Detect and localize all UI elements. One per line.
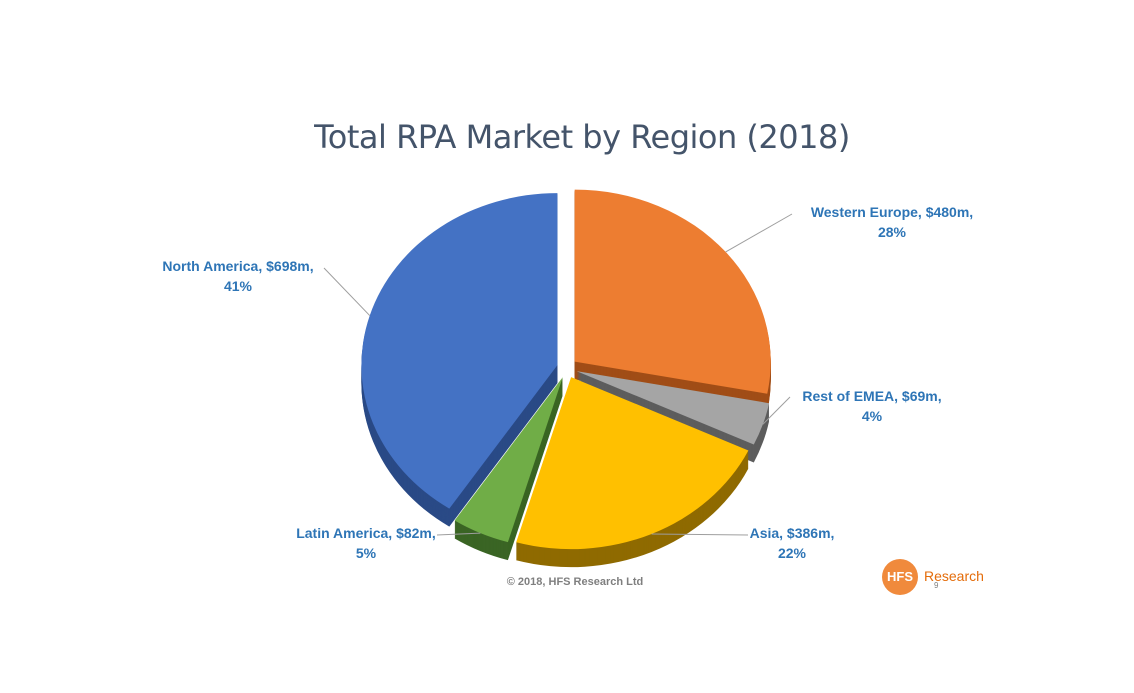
label-rest-of-emea-percent: 4% — [861, 408, 883, 424]
slice-asia-leader-line — [651, 533, 749, 536]
slice-western-europe — [574, 189, 771, 394]
page-number: 9 — [934, 581, 939, 590]
hfs-logo-wordmark: Research — [924, 568, 984, 584]
slice-western-europe-leader-line — [725, 213, 793, 253]
hfs-logo-icon: HFS — [882, 559, 918, 595]
slice-latin-america-leader-line — [436, 532, 481, 536]
slice-north-america-leader-line — [323, 267, 371, 316]
label-western-europe-percent: 28% — [877, 224, 907, 240]
chart-title: Total RPA Market by Region (2018) — [314, 118, 850, 156]
slice-rest-of-emea — [576, 371, 770, 445]
label-asia: Asia, $386m, 22% — [734, 523, 850, 563]
label-latin-america-name: Latin America, $82m, — [296, 525, 436, 541]
label-rest-of-emea: Rest of EMEA, $69m, 4% — [786, 386, 958, 426]
copyright-text: © 2018, HFS Research Ltd — [506, 576, 644, 588]
slice-north-america — [361, 193, 558, 509]
slice-rest-of-emea-leader-line — [762, 396, 791, 425]
label-north-america-name: North America, $698m, — [162, 258, 314, 274]
slice-latin-america — [454, 377, 563, 543]
label-latin-america: Latin America, $82m, 5% — [283, 523, 449, 563]
slice-asia — [516, 377, 749, 550]
label-western-europe-name: Western Europe, $480m, — [810, 204, 974, 220]
label-latin-america-percent: 5% — [355, 545, 377, 561]
label-western-europe: Western Europe, $480m, 28% — [790, 202, 994, 242]
label-asia-percent: 22% — [777, 545, 807, 561]
label-north-america: North America, $698m, 41% — [148, 256, 328, 296]
label-rest-of-emea-name: Rest of EMEA, $69m, — [802, 388, 942, 404]
label-north-america-percent: 41% — [223, 278, 253, 294]
label-asia-name: Asia, $386m, — [749, 525, 835, 541]
